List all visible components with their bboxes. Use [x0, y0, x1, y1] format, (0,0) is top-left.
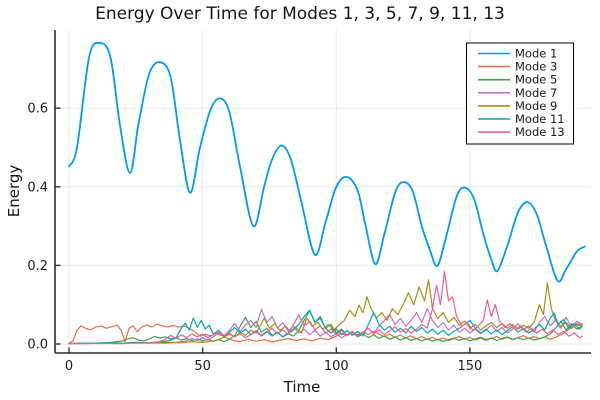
legend-label: Mode 7 — [515, 86, 557, 100]
legend-entry: Mode 13 — [478, 125, 565, 139]
legend-label: Mode 11 — [515, 112, 565, 126]
x-tick-label: 50 — [194, 359, 211, 374]
legend-entry: Mode 7 — [478, 86, 557, 100]
y-tick-label: 0.6 — [27, 102, 48, 117]
series-line-mode-9 — [68, 279, 583, 345]
y-tick-label: 0.2 — [27, 259, 48, 274]
legend-entry: Mode 9 — [478, 99, 557, 113]
axis-spines — [54, 30, 591, 354]
data-series — [68, 41, 586, 345]
x-axis-label: Time — [283, 378, 321, 396]
legend-entry: Mode 1 — [478, 47, 557, 61]
legend-label: Mode 1 — [515, 47, 557, 61]
legend-label: Mode 3 — [515, 60, 557, 74]
y-axis-label: Energy — [5, 164, 23, 218]
legend-entry: Mode 5 — [478, 73, 557, 87]
legend-entry: Mode 3 — [478, 60, 557, 74]
series-line-mode-13 — [68, 270, 583, 345]
x-tick-label: 0 — [65, 359, 73, 374]
series-line-mode-1 — [68, 41, 586, 283]
chart-title: Energy Over Time for Modes 1, 3, 5, 7, 9… — [95, 4, 505, 24]
y-tick-label: 0.4 — [27, 180, 48, 195]
x-tick-label: 150 — [457, 359, 482, 374]
legend-label: Mode 13 — [515, 125, 565, 139]
series-line-mode-11 — [68, 309, 583, 345]
series-line-mode-3 — [68, 323, 583, 344]
tick-labels: 0 50 100 150 0.0 0.2 0.4 0.6 — [27, 102, 482, 374]
legend-label: Mode 5 — [515, 73, 557, 87]
tick-marks — [55, 107, 471, 353]
x-tick-label: 100 — [324, 359, 349, 374]
legend-entry: Mode 11 — [478, 112, 565, 126]
legend-label: Mode 9 — [515, 99, 557, 113]
y-tick-label: 0.0 — [27, 338, 48, 353]
